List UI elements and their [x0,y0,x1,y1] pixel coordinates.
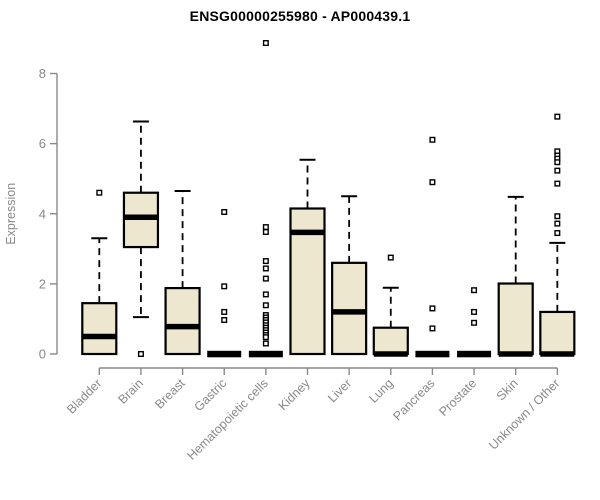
x-category-label-gastric: Gastric [191,376,229,414]
box-liver [331,261,368,356]
outlier-point-lung-0 [387,254,394,261]
flat-box-gastric [207,350,242,358]
outlier-point-hematopoietic-cells-2 [262,228,269,235]
outlier-point-unknown-other-5 [554,167,561,174]
box-skin [497,282,534,356]
outlier-point-hematopoietic-cells-5 [262,275,269,282]
y-axis-title: Expression [4,183,18,245]
box-unknown-other [539,310,576,356]
x-category-label-unknown-other: Unknown / Other [486,376,562,452]
x-category-label-kidney: Kidney [276,376,313,413]
outlier-point-gastric-2 [221,308,228,315]
outlier-point-unknown-other-9 [554,230,561,237]
outlier-point-bladder-0 [96,189,103,196]
outlier-point-hematopoietic-cells-17 [262,334,269,341]
flat-box-hematopoietic-cells [248,350,283,358]
x-category-label-pancreas: Pancreas [390,376,437,423]
chart-title: ENSG00000255980 - AP000439.1 [189,8,411,24]
outlier-point-hematopoietic-cells-18 [262,340,269,347]
outlier-point-hematopoietic-cells-4 [262,265,269,272]
flat-box-pancreas [415,350,450,358]
box-lung [372,326,409,356]
y-tick-label: 8 [39,66,46,81]
outlier-point-prostate-1 [471,308,478,315]
outlier-point-prostate-0 [471,287,478,294]
outlier-point-brain-0 [137,351,144,358]
y-tick-label: 0 [39,347,46,362]
outlier-point-unknown-other-0 [554,113,561,120]
outlier-point-hematopoietic-cells-0 [262,40,269,47]
box-breast [164,286,201,356]
outlier-point-prostate-2 [471,319,478,326]
box-bladder [81,302,118,356]
outlier-point-gastric-3 [221,316,228,323]
outlier-point-pancreas-3 [429,325,436,332]
outlier-point-unknown-other-8 [554,220,561,227]
x-category-label-hematopoietic-cells: Hematopoietic cells [184,376,271,463]
y-tick-label: 4 [39,206,46,221]
outlier-point-gastric-0 [221,209,228,216]
x-category-label-liver: Liver [325,376,354,405]
outlier-point-hematopoietic-cells-7 [262,302,269,309]
outlier-point-unknown-other-6 [554,180,561,187]
flat-box-prostate [457,350,492,358]
outlier-point-gastric-1 [221,283,228,290]
x-category-label-skin: Skin [494,376,521,403]
outlier-point-pancreas-0 [429,136,436,143]
outlier-point-unknown-other-7 [554,213,561,220]
y-tick-label: 6 [39,136,46,151]
outlier-point-hematopoietic-cells-6 [262,291,269,298]
outlier-point-pancreas-2 [429,305,436,312]
x-category-label-bladder: Bladder [64,376,104,416]
outlier-point-hematopoietic-cells-3 [262,258,269,265]
x-category-label-lung: Lung [366,376,396,406]
outlier-point-hematopoietic-cells-1 [262,224,269,231]
outlier-point-unknown-other-4 [554,159,561,166]
y-tick-label: 2 [39,276,46,291]
x-category-label-breast: Breast [152,376,188,412]
x-category-label-brain: Brain [116,376,147,407]
x-category-label-prostate: Prostate [436,376,479,419]
outlier-point-pancreas-1 [429,179,436,186]
